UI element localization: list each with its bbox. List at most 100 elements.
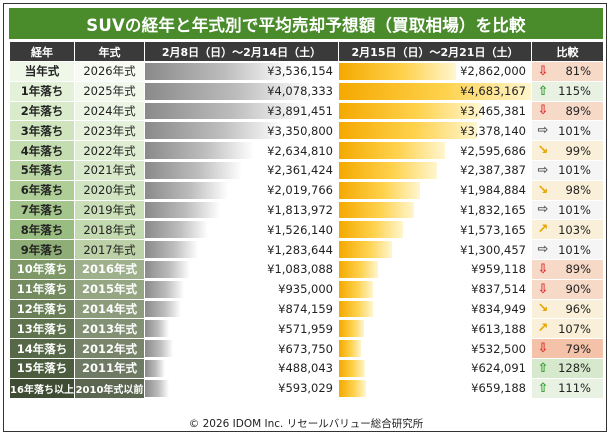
table-row: 4年落ち 2022年式 ¥2,634,810 ¥2,595,686 ↘ 99% xyxy=(9,140,604,161)
year-cell: 2014年式 xyxy=(74,298,145,320)
table-row: 12年落ち 2014年式 ¥874,159 ¥834,949 ↘ 96% xyxy=(9,298,604,320)
period-b-bar-cell: ¥959,118 xyxy=(338,258,532,280)
table-header-row: 経年 年式 2月8日（日）〜2月14日（土） 2月15日（日）〜2月21日（土）… xyxy=(9,41,604,62)
period-b-value: ¥3,378,140 xyxy=(460,123,526,138)
age-cell: 10年落ち xyxy=(9,258,75,280)
period-a-value: ¥2,361,424 xyxy=(267,163,333,178)
period-b-bar-cell: ¥2,862,000 xyxy=(338,61,532,82)
period-b-value: ¥3,465,381 xyxy=(460,103,526,118)
year-cell: 2026年式 xyxy=(74,61,145,82)
period-b-value: ¥834,949 xyxy=(471,301,526,316)
down-arrow-icon: ⇩ xyxy=(537,261,549,277)
period-b-bar xyxy=(339,241,393,258)
period-a-bar xyxy=(145,82,314,100)
year-cell: 2015年式 xyxy=(74,278,145,300)
period-a-bar-cell: ¥673,750 xyxy=(144,338,339,359)
table-row: 9年落ち 2017年式 ¥1,283,644 ¥1,300,457 ⇨ 101% xyxy=(9,239,604,260)
compare-percent: 89% xyxy=(565,262,591,277)
table-row: 5年落ち 2021年式 ¥2,361,424 ¥2,387,387 ⇨ 101% xyxy=(9,159,604,181)
period-a-bar-cell: ¥1,083,088 xyxy=(144,258,339,280)
compare-percent: 103% xyxy=(558,222,591,237)
compare-percent: 107% xyxy=(558,321,591,336)
period-a-bar-cell: ¥571,959 xyxy=(144,318,339,340)
right-arrow-icon: ⇨ xyxy=(537,123,549,139)
period-b-bar-cell: ¥1,300,457 xyxy=(338,239,532,260)
period-b-value: ¥837,514 xyxy=(471,282,526,297)
period-b-bar xyxy=(339,260,379,278)
period-b-bar-cell: ¥1,984,884 xyxy=(338,179,532,201)
period-a-value: ¥593,029 xyxy=(278,381,333,396)
compare-percent: 79% xyxy=(565,341,591,356)
year-cell: 2018年式 xyxy=(74,219,145,241)
period-b-value: ¥1,832,165 xyxy=(460,202,526,217)
period-a-value: ¥3,350,800 xyxy=(267,123,333,138)
year-cell: 2023年式 xyxy=(74,120,145,142)
period-a-bar xyxy=(145,241,198,258)
period-a-bar-cell: ¥874,159 xyxy=(144,298,339,320)
period-a-bar-cell: ¥4,078,333 xyxy=(144,80,339,102)
compare-cell: ⇨ 101% xyxy=(531,199,604,221)
compare-percent: 89% xyxy=(565,103,591,118)
compare-percent: 101% xyxy=(558,123,591,138)
age-cell: 8年落ち xyxy=(9,219,75,241)
table-row: 3年落ち 2023年式 ¥3,350,800 ¥3,378,140 ⇨ 101% xyxy=(9,120,604,142)
table-row: 当年式 2026年式 ¥3,536,154 ¥2,862,000 ⇩ 81% xyxy=(9,61,604,82)
comparison-table: 経年 年式 2月8日（日）〜2月14日（土） 2月15日（日）〜2月21日（土）… xyxy=(9,41,604,399)
compare-cell: ↘ 96% xyxy=(531,298,604,320)
period-a-bar-cell: ¥2,361,424 xyxy=(144,159,339,181)
period-b-bar xyxy=(339,142,446,159)
period-a-value: ¥3,891,451 xyxy=(267,103,333,118)
table-row: 13年落ち 2013年式 ¥571,959 ¥613,188 ↗ 107% xyxy=(9,318,604,340)
compare-cell: ⇧ 128% xyxy=(531,357,604,379)
compare-percent: 101% xyxy=(558,163,591,178)
period-b-value: ¥1,573,165 xyxy=(460,222,526,237)
compare-cell: ⇩ 79% xyxy=(531,338,604,359)
header-age: 経年 xyxy=(9,41,75,62)
year-cell: 2016年式 xyxy=(74,258,145,280)
period-b-value: ¥4,683,167 xyxy=(460,84,526,99)
period-a-bar-cell: ¥1,813,972 xyxy=(144,199,339,221)
compare-percent: 101% xyxy=(558,202,591,217)
compare-cell: ⇩ 89% xyxy=(531,258,604,280)
table-row: 6年落ち 2020年式 ¥2,019,766 ¥1,984,884 ↘ 98% xyxy=(9,179,604,201)
right-arrow-icon: ⇨ xyxy=(537,162,549,178)
period-b-bar-cell: ¥3,465,381 xyxy=(338,100,532,122)
header-compare: 比較 xyxy=(531,41,604,62)
period-b-bar xyxy=(339,340,361,357)
age-cell: 2年落ち xyxy=(9,100,75,122)
up-right-arrow-icon: ↗ xyxy=(537,321,549,337)
period-b-value: ¥1,300,457 xyxy=(460,242,526,257)
copyright-footer: © 2026 IDOM Inc. リセールバリュー総合研究所 xyxy=(188,418,424,430)
table-row: 15年落ち 2011年式 ¥488,043 ¥624,091 ⇧ 128% xyxy=(9,357,604,379)
period-b-value: ¥2,862,000 xyxy=(460,64,526,79)
compare-cell: ⇨ 101% xyxy=(531,159,604,181)
table-row: 11年落ち 2015年式 ¥935,000 ¥837,514 ⇩ 90% xyxy=(9,278,604,300)
year-cell: 2019年式 xyxy=(74,199,145,221)
chart-title: SUVの経年と年式別で平均売却予想額（買取相場）を比較 xyxy=(9,8,603,39)
table-row: 14年落ち 2012年式 ¥673,750 ¥532,500 ⇩ 79% xyxy=(9,338,604,359)
period-a-value: ¥3,536,154 xyxy=(267,64,333,79)
period-b-bar xyxy=(339,181,421,199)
period-a-bar xyxy=(145,260,190,278)
year-cell: 2020年式 xyxy=(74,179,145,201)
year-cell: 2013年式 xyxy=(74,318,145,340)
year-cell: 2022年式 xyxy=(74,140,145,161)
down-arrow-icon: ⇩ xyxy=(537,103,549,119)
year-cell: 2010年式以前 xyxy=(74,377,145,399)
age-cell: 12年落ち xyxy=(9,298,75,320)
age-cell: 13年落ち xyxy=(9,318,75,340)
period-a-bar-cell: ¥3,536,154 xyxy=(144,61,339,82)
compare-cell: ↘ 98% xyxy=(531,179,604,201)
period-a-bar xyxy=(145,379,170,397)
table-row: 8年落ち 2018年式 ¥1,526,140 ¥1,573,165 ↗ 103% xyxy=(9,219,604,241)
compare-percent: 98% xyxy=(565,183,591,198)
period-a-value: ¥2,019,766 xyxy=(267,183,333,198)
period-b-bar xyxy=(339,221,404,239)
age-cell: 当年式 xyxy=(9,61,75,82)
compare-cell: ⇩ 90% xyxy=(531,278,604,300)
period-a-value: ¥1,813,972 xyxy=(267,202,333,217)
period-a-bar-cell: ¥2,019,766 xyxy=(144,179,339,201)
period-a-bar-cell: ¥1,283,644 xyxy=(144,239,339,260)
period-b-bar-cell: ¥834,949 xyxy=(338,298,532,320)
compare-cell: ⇩ 81% xyxy=(531,61,604,82)
